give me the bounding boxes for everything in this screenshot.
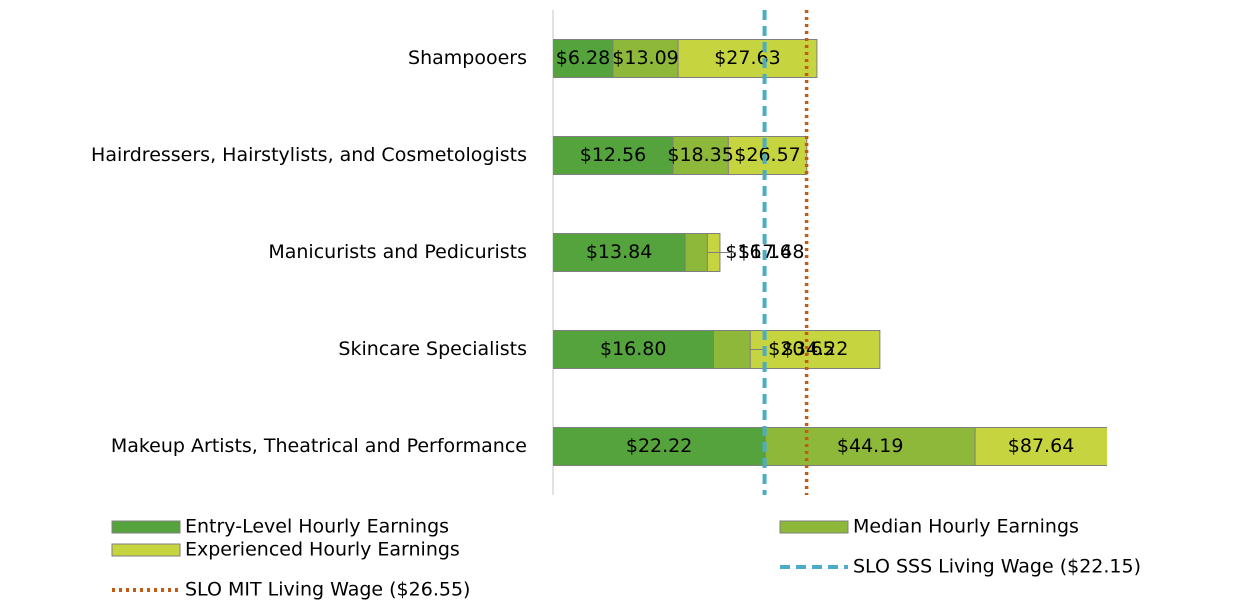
value-label: $13.09 (612, 47, 678, 69)
value-label: $34.22 (782, 338, 848, 360)
legend-swatch (111, 543, 181, 557)
legend-swatch (779, 520, 849, 534)
category-label: Makeup Artists, Theatrical and Performan… (111, 435, 527, 457)
value-label: $13.84 (586, 241, 652, 263)
value-label: $26.57 (734, 144, 800, 166)
legend-label: Median Hourly Earnings (853, 516, 1079, 538)
value-label: $20.65 (768, 338, 834, 360)
category-label: Manicurists and Pedicurists (268, 241, 527, 263)
value-label: $87.64 (1008, 435, 1074, 457)
bar (553, 39, 614, 78)
value-label: $6.28 (556, 47, 610, 69)
category-label: Skincare Specialists (338, 338, 527, 360)
category-label: Shampooers (408, 47, 527, 69)
value-label: $27.63 (714, 47, 780, 69)
value-label: $16.80 (600, 338, 666, 360)
value-label: $17.48 (738, 241, 804, 263)
legend-label: SLO MIT Living Wage ($26.55) (185, 579, 470, 601)
bar (553, 427, 766, 466)
value-label: $22.22 (626, 435, 692, 457)
bars (553, 39, 1107, 466)
value-label: $18.35 (667, 144, 733, 166)
legend-label: Experienced Hourly Earnings (185, 539, 460, 561)
bar (553, 330, 714, 369)
legend-label: Entry-Level Hourly Earnings (185, 516, 449, 538)
legend-label: SLO SSS Living Wage ($22.15) (853, 556, 1141, 578)
category-label: Hairdressers, Hairstylists, and Cosmetol… (91, 144, 527, 166)
value-label: $12.56 (580, 144, 646, 166)
bar (553, 136, 674, 175)
value-label: $16.16 (725, 241, 791, 263)
value-label: $44.19 (837, 435, 903, 457)
bar (553, 233, 686, 272)
legend-swatch (111, 520, 181, 534)
